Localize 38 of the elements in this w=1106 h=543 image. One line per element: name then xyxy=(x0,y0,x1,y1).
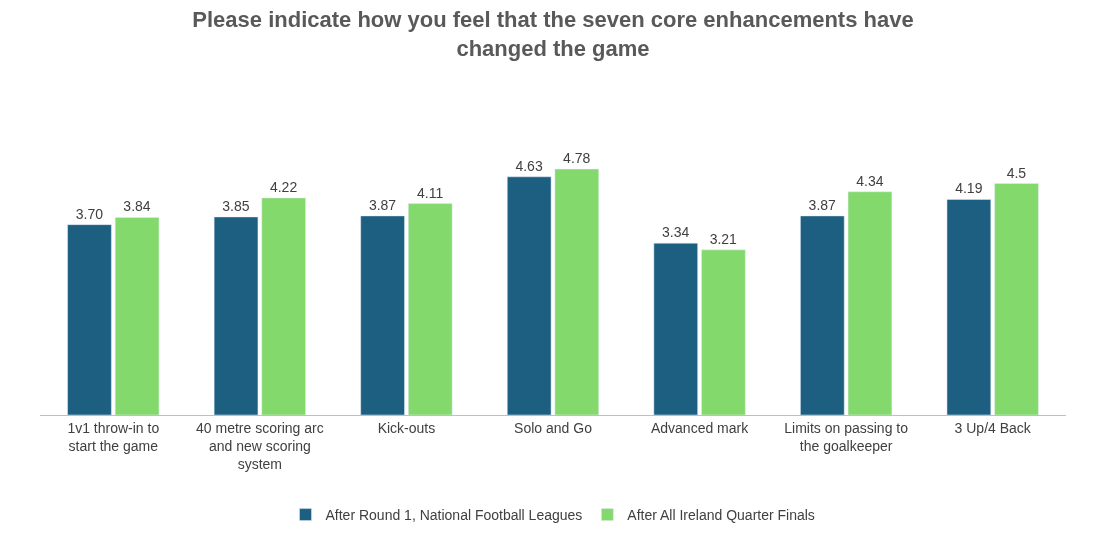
data-label: 4.19 xyxy=(955,180,983,197)
x-tick-label: Limits on passing to the goalkeeper xyxy=(784,419,909,454)
x-tick-label: 3 Up/4 Back xyxy=(954,419,1032,436)
data-label: 4.5 xyxy=(1006,164,1027,181)
data-label: 3.84 xyxy=(123,198,151,215)
data-label: 3.21 xyxy=(709,230,738,247)
x-tick-label: 1v1 throw-in to start the game xyxy=(67,419,160,454)
x-tick-label: Solo and Go xyxy=(514,419,593,436)
bar xyxy=(213,216,259,415)
bar xyxy=(946,199,992,415)
bar xyxy=(847,191,893,415)
data-label: 3.87 xyxy=(368,196,397,213)
x-tick-label: Kick-outs xyxy=(377,419,436,436)
x-tick-label: 40 metre scoring arc and new scoring system xyxy=(196,419,324,473)
bar xyxy=(408,203,453,415)
data-label: 4.78 xyxy=(563,150,591,167)
bar xyxy=(67,224,112,415)
bar xyxy=(507,176,552,415)
data-label: 3.87 xyxy=(808,196,837,213)
data-label: 4.63 xyxy=(515,157,543,174)
legend-label: After All Ireland Quarter Finals xyxy=(627,507,815,524)
bar xyxy=(653,242,698,415)
data-label: 4.34 xyxy=(856,172,884,189)
bar xyxy=(114,217,160,415)
bar xyxy=(701,249,746,415)
bar xyxy=(554,168,599,415)
legend-label: After Round 1, National Football Leagues xyxy=(325,507,583,524)
data-label: 3.85 xyxy=(222,197,250,214)
data-label: 3.70 xyxy=(75,205,104,222)
bar xyxy=(800,215,845,415)
x-tick-label: Advanced mark xyxy=(650,419,750,436)
bar xyxy=(994,183,1039,415)
bar xyxy=(360,215,405,415)
bar xyxy=(261,197,306,415)
chart-title: Please indicate how you feel that the seven core enhancements have changed the game xyxy=(192,7,914,61)
data-label: 4.11 xyxy=(417,184,444,201)
data-label: 3.34 xyxy=(662,224,690,241)
data-label: 4.22 xyxy=(269,178,298,195)
